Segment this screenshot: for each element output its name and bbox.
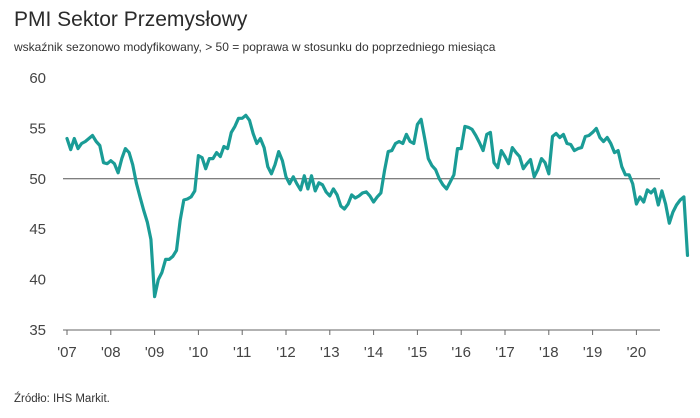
y-axis: 35 40 45 50 55 60	[29, 70, 46, 339]
chart-subtitle: wskaźnik sezonowo modyfikowany, > 50 = p…	[14, 40, 496, 54]
x-tick-label: '13	[320, 344, 340, 361]
x-tick-label: '20	[627, 344, 647, 361]
y-tick-label: 40	[29, 272, 46, 289]
x-axis: '07 '08 '09 '10 '11 '12 '13 '14 '15 '16 '17 '18 '19 '…	[57, 329, 660, 361]
x-tick-label: '10	[189, 344, 209, 361]
x-tick-label: '16	[451, 344, 471, 361]
y-tick-label: 35	[29, 322, 46, 339]
y-tick-label: 45	[29, 221, 46, 238]
x-tick-label: '09	[145, 344, 165, 361]
x-tick-label: '08	[101, 344, 121, 361]
x-tick-label: '19	[583, 344, 603, 361]
y-tick-label: 60	[29, 70, 46, 87]
x-tick-label: '11	[233, 344, 251, 361]
x-tick-label: '15	[408, 344, 428, 361]
y-tick-label: 50	[29, 171, 46, 188]
chart-title: PMI Sektor Przemysłowy	[14, 8, 248, 31]
x-tick-label: '12	[276, 344, 296, 361]
plot-area	[63, 113, 690, 299]
series-line-pmi	[65, 113, 690, 299]
x-tick-label: '17	[495, 344, 515, 361]
x-tick-label: '14	[364, 344, 384, 361]
y-tick-label: 55	[29, 120, 46, 137]
source-note: Źródło: IHS Markit.	[14, 393, 110, 405]
x-tick-label: '18	[539, 344, 559, 361]
x-tick-label: '07	[57, 344, 77, 361]
